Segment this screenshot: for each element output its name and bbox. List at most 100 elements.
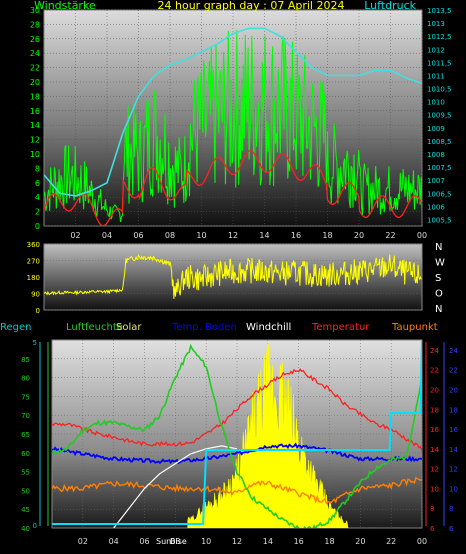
right-tick-label: 1007	[427, 177, 445, 185]
left-tick-label: 20	[30, 78, 40, 87]
soil-tick-label: 14	[449, 446, 458, 454]
temperature-tick-label: 6	[430, 525, 435, 533]
panel3-x-axis: 02 04 06 08 10 12 14 16 18 20 22 00	[78, 537, 427, 546]
pressure-label: Luftdruck	[364, 0, 416, 12]
x-tick-label: 00	[417, 231, 427, 240]
soil-tick-label: 12	[449, 466, 458, 474]
soil-tick-label: 8	[449, 505, 453, 513]
left-tick-label: 26	[30, 35, 40, 44]
soil-tick-label: 24	[449, 347, 458, 355]
direction-letter: O	[435, 289, 443, 300]
temperature-tick-label: 24	[430, 347, 439, 355]
left-tick-label: 28	[30, 20, 40, 29]
right-tick-label: 1010,5	[427, 86, 452, 94]
right-tick-label: 1013	[427, 20, 445, 28]
right-tick-label: 1012	[427, 46, 445, 54]
x-tick-label: 14	[259, 231, 269, 240]
direction-tick-label: 180	[27, 274, 40, 282]
panel1-x-axis: 02 04 06 08 10 12 14 16 18 20 22 00	[70, 231, 427, 240]
direction-letter: N	[435, 242, 442, 253]
soil-tick-label: 20	[449, 386, 458, 394]
x-tick-label: 08	[165, 231, 175, 240]
soil-tick-label: 22	[449, 367, 458, 375]
panel1-title: 24 hour graph day : 07 April 2024	[158, 0, 345, 12]
temperature-tick-label: 20	[430, 386, 439, 394]
left-tick-label: 14	[30, 121, 40, 130]
x-tick-label: 12	[232, 537, 242, 546]
humidity-tick-label: 65	[21, 431, 30, 439]
direction-letter: N	[435, 304, 442, 315]
soil-tick-label: 10	[449, 485, 458, 493]
x-tick-label: 04	[102, 231, 112, 240]
x-tick-label: 02	[78, 537, 88, 546]
humidity-tick-label: 75	[21, 393, 30, 401]
right-tick-label: 1007,5	[427, 164, 452, 172]
left-tick-label: 4	[35, 193, 40, 202]
right-tick-label: 1009	[427, 125, 445, 133]
wind-gust-line	[44, 29, 422, 222]
humidity-tick-label: 70	[21, 412, 30, 420]
left-tick-label: 18	[30, 92, 40, 101]
right-tick-label: 1005,5	[427, 216, 452, 224]
x-tick-label: 00	[417, 537, 427, 546]
humidity-tick-label: 40	[21, 525, 30, 533]
left-tick-label: 16	[30, 107, 40, 116]
left-tick-label: 12	[30, 136, 40, 145]
left-tick-label: 22	[30, 64, 40, 73]
x-tick-label: 08	[170, 537, 180, 546]
humidity-tick-label: 50	[21, 487, 30, 495]
humidity-line	[52, 343, 422, 528]
x-tick-label: 02	[70, 231, 80, 240]
x-tick-label: 20	[355, 537, 365, 546]
windchill-line	[113, 445, 238, 528]
x-tick-label: 10	[201, 537, 211, 546]
rain-tick-label: 5	[33, 339, 37, 347]
temperature-tick-label: 12	[430, 466, 439, 474]
soil-temperature-line	[52, 442, 422, 465]
x-tick-label: 10	[196, 231, 206, 240]
legend-item: Temp. Boden	[171, 322, 237, 333]
legend-item: Regen	[0, 322, 32, 333]
humidity-axis: 40 45 50 55 60 65 70 75 80 85	[21, 356, 30, 533]
x-tick-label: 18	[322, 231, 332, 240]
wind-label: Windstärke	[34, 0, 96, 12]
x-tick-label: 22	[386, 537, 396, 546]
left-tick-label: 0	[35, 222, 40, 231]
humidity-tick-label: 80	[21, 375, 30, 383]
left-tick-label: 10	[30, 150, 40, 159]
temperature-tick-label: 18	[430, 406, 439, 414]
legend-item: Taupunkt	[391, 322, 438, 333]
x-tick-label: 12	[228, 231, 238, 240]
x-tick-label: 22	[385, 231, 395, 240]
right-tick-label: 1006,5	[427, 190, 452, 198]
humidity-tick-label: 85	[21, 356, 30, 364]
temperature-tick-label: 10	[430, 485, 439, 493]
dewpoint-line	[52, 476, 422, 505]
temperature-axis: 6 8 10 12 14 16 18 20 22 24	[430, 347, 439, 533]
x-tick-label: 16	[291, 231, 301, 240]
pressure-line	[44, 27, 422, 197]
right-tick-label: 1011,5	[427, 59, 452, 67]
temperature-tick-label: 22	[430, 367, 439, 375]
direction-letter: S	[435, 273, 441, 284]
left-tick-label: 24	[30, 49, 40, 58]
legend-item: Temperatur	[311, 322, 370, 333]
left-tick-label: 8	[35, 164, 40, 173]
temperature-tick-label: 8	[430, 505, 434, 513]
x-tick-label: 06	[133, 231, 143, 240]
temperature-tick-label: 14	[430, 446, 439, 454]
panel1-right-axis: 1005,5 1006 1006,5 1007 1007,5 1008 1008,5 1009…	[427, 7, 452, 224]
right-tick-label: 1012,5	[427, 33, 452, 41]
humidity-tick-label: 55	[21, 469, 30, 477]
legend-item: Windchill	[246, 322, 291, 333]
temperature-tick-label: 16	[430, 426, 439, 434]
right-tick-label: 1008,5	[427, 138, 452, 146]
direction-tick-label: 270	[27, 258, 40, 266]
right-tick-label: 1009,5	[427, 112, 452, 120]
panel2-left-axis: 0 90 180 270 360	[27, 241, 40, 315]
legend-item: Luftfeuchte	[66, 322, 123, 333]
humidity-tick-label: 60	[21, 450, 30, 458]
